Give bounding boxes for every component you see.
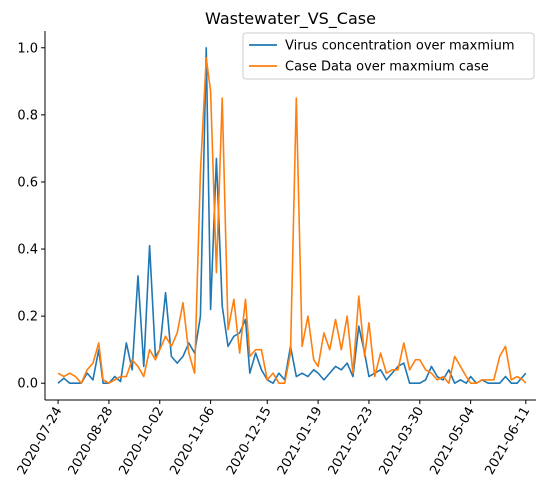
y-tick-label-3: 0.6 bbox=[17, 175, 38, 190]
x-tick-label-0: 2020-07-24 bbox=[15, 405, 66, 478]
series-line-0 bbox=[57, 46, 527, 385]
chart-title: Wastewater_VS_Case bbox=[205, 9, 376, 29]
x-tick-label-2: 2020-10-02 bbox=[116, 405, 167, 478]
y-tick-label-0: 0.0 bbox=[17, 377, 38, 392]
legend-box bbox=[242, 32, 535, 80]
legend: Virus concentration over maxmium Case Dat… bbox=[242, 32, 535, 80]
y-tick-label-5: 1.0 bbox=[17, 41, 38, 56]
y-tick-label-2: 0.4 bbox=[17, 243, 38, 258]
x-tick-label-3: 2020-11-06 bbox=[167, 405, 218, 478]
y-tick-label-1: 0.2 bbox=[17, 310, 38, 325]
legend-label-1: Case Data over maxmium case bbox=[285, 60, 489, 75]
series-line-1 bbox=[57, 57, 527, 385]
x-tick-label-5: 2021-01-19 bbox=[275, 405, 326, 478]
plot-series bbox=[57, 46, 527, 385]
x-tick-label-1: 2020-08-28 bbox=[66, 405, 117, 478]
x-tick-label-8: 2021-05-04 bbox=[427, 405, 478, 478]
x-tick-label-7: 2021-03-30 bbox=[376, 405, 427, 478]
x-tick-label-6: 2021-02-23 bbox=[326, 405, 377, 478]
y-tick-label-4: 0.8 bbox=[17, 108, 38, 123]
x-tick-label-9: 2021-06-11 bbox=[483, 405, 534, 478]
legend-label-0: Virus concentration over maxmium bbox=[285, 39, 515, 54]
x-tick-label-4: 2020-12-15 bbox=[224, 405, 275, 478]
